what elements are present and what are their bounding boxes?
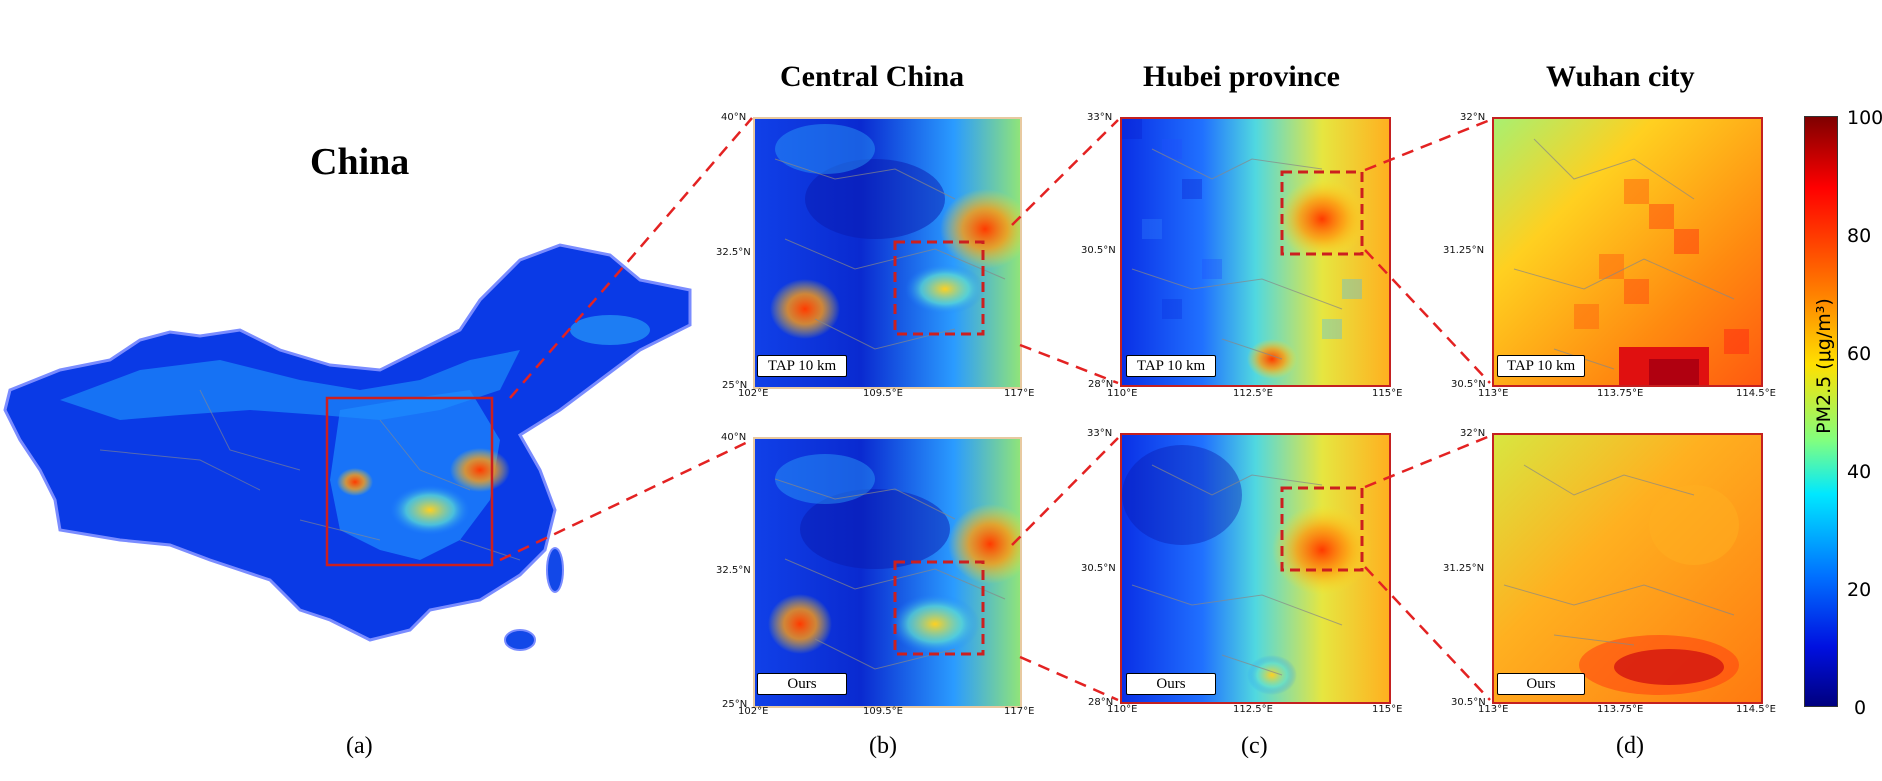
wuhan-ours-ytick-top: 32°N xyxy=(1460,428,1486,439)
colorbar-title: PM2.5 (μg/m³) xyxy=(1813,298,1835,434)
sublabel-c: (c) xyxy=(1241,733,1268,759)
hubei-ours-xtick-mid: 112.5°E xyxy=(1233,704,1273,715)
hubei-title: Hubei province xyxy=(1143,60,1340,93)
hubei-ours-ytick-top: 33°N xyxy=(1087,428,1113,439)
wuhan-tap-xtick-left: 113°E xyxy=(1478,388,1509,399)
wuhan-ours-ytick-mid: 31.25°N xyxy=(1443,563,1485,574)
hubei-tap-ytick-top: 33°N xyxy=(1087,112,1113,123)
central-ours-ytick-bot: 25°N xyxy=(722,699,748,710)
colorbar-tick: 0 xyxy=(1854,697,1867,719)
colorbar-tick: 60 xyxy=(1847,343,1872,365)
hubei-ours-map xyxy=(1120,433,1391,704)
central-ours-map xyxy=(753,437,1022,708)
hubei-tap-label: TAP 10 km xyxy=(1126,355,1216,377)
central-ours-ytick-top: 40°N xyxy=(721,432,747,443)
hubei-ours-xtick-left: 110°E xyxy=(1107,704,1138,715)
central-ours-xtick-mid: 109.5°E xyxy=(863,706,903,717)
central-ours-label: Ours xyxy=(757,673,847,695)
wuhan-ours-ytick-bot: 30.5°N xyxy=(1451,697,1486,708)
hubei-ours-ytick-mid: 30.5°N xyxy=(1081,563,1116,574)
central-ours-zoom-box xyxy=(893,560,985,656)
wuhan-ours-xtick-right: 114.5°E xyxy=(1736,704,1776,715)
colorbar-tick: 100 xyxy=(1847,107,1882,129)
connector-central-hubei-tap-bottom xyxy=(1019,343,1119,385)
central-ours-xtick-left: 102°E xyxy=(738,706,769,717)
hubei-ours-ytick-bot: 28°N xyxy=(1088,697,1114,708)
hubei-tap-xtick-left: 110°E xyxy=(1107,388,1138,399)
sublabel-b: (b) xyxy=(869,733,897,759)
colorbar xyxy=(1804,116,1838,707)
hubei-ours-label: Ours xyxy=(1126,673,1216,695)
wuhan-tap-ytick-bot: 30.5°N xyxy=(1451,379,1486,390)
hubei-tap-ytick-mid: 30.5°N xyxy=(1081,245,1116,256)
wuhan-tap-xtick-right: 114.5°E xyxy=(1736,388,1776,399)
hubei-ours-xtick-right: 115°E xyxy=(1372,704,1403,715)
central-tap-map xyxy=(753,117,1022,389)
wuhan-ours-xtick-left: 113°E xyxy=(1478,704,1509,715)
colorbar-tick: 20 xyxy=(1847,579,1872,601)
china-title: China xyxy=(310,141,410,183)
central-ours-ytick-mid: 32.5°N xyxy=(716,565,751,576)
hubei-ours-zoom-box xyxy=(1280,486,1364,572)
central-tap-xtick-left: 102°E xyxy=(738,388,769,399)
central-title: Central China xyxy=(780,60,965,93)
sublabel-a: (a) xyxy=(346,733,373,759)
central-tap-xtick-right: 117°E xyxy=(1004,388,1035,399)
wuhan-tap-label: TAP 10 km xyxy=(1497,355,1585,377)
wuhan-ours-xtick-mid: 113.75°E xyxy=(1597,704,1644,715)
central-tap-ytick-mid: 32.5°N xyxy=(716,247,751,258)
central-tap-zoom-box xyxy=(893,240,985,336)
hubei-tap-ytick-bot: 28°N xyxy=(1088,379,1114,390)
china-map xyxy=(0,240,700,685)
central-tap-label: TAP 10 km xyxy=(757,355,847,377)
wuhan-title: Wuhan city xyxy=(1546,60,1695,93)
hubei-tap-xtick-right: 115°E xyxy=(1372,388,1403,399)
wuhan-ours-label: Ours xyxy=(1497,673,1585,695)
wuhan-tap-map xyxy=(1492,117,1763,387)
wuhan-tap-ytick-top: 32°N xyxy=(1460,112,1486,123)
sublabel-d: (d) xyxy=(1616,733,1644,759)
colorbar-tick: 40 xyxy=(1847,461,1872,483)
connector-central-hubei-ours-bottom xyxy=(1019,655,1119,702)
central-tap-ytick-top: 40°N xyxy=(721,112,747,123)
hubei-tap-map xyxy=(1120,117,1391,387)
wuhan-ours-map xyxy=(1492,433,1763,704)
central-ours-xtick-right: 117°E xyxy=(1004,706,1035,717)
hubei-tap-xtick-mid: 112.5°E xyxy=(1233,388,1273,399)
wuhan-tap-ytick-mid: 31.25°N xyxy=(1443,245,1485,256)
connector-central-hubei-tap-top xyxy=(1011,119,1119,226)
china-zoom-box xyxy=(325,396,494,567)
central-tap-xtick-mid: 109.5°E xyxy=(863,388,903,399)
hubei-tap-zoom-box xyxy=(1280,170,1364,256)
connector-central-hubei-ours-top xyxy=(1011,437,1119,546)
colorbar-tick: 80 xyxy=(1847,225,1872,247)
wuhan-tap-xtick-mid: 113.75°E xyxy=(1597,388,1644,399)
